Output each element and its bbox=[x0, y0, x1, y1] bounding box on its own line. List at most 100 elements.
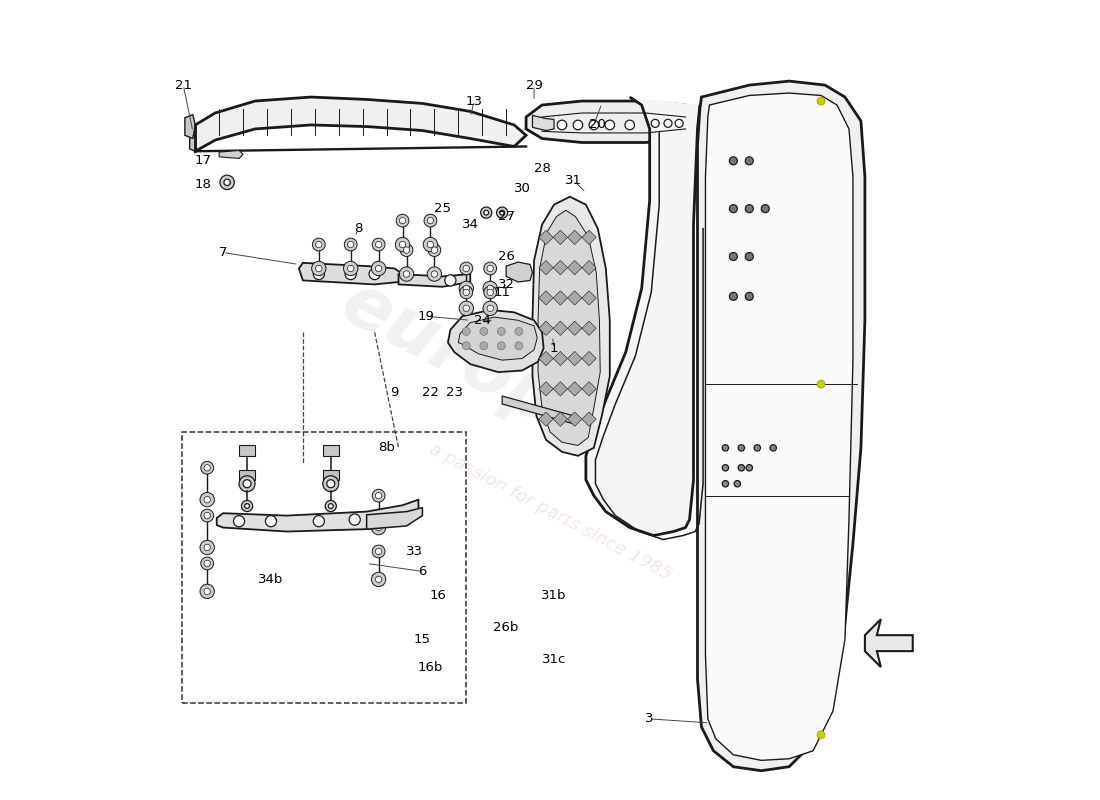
Polygon shape bbox=[582, 230, 596, 245]
Text: 26b: 26b bbox=[494, 621, 519, 634]
Circle shape bbox=[483, 282, 497, 295]
Circle shape bbox=[460, 286, 473, 298]
Polygon shape bbox=[553, 412, 568, 426]
Polygon shape bbox=[865, 619, 913, 667]
Polygon shape bbox=[539, 230, 553, 245]
Circle shape bbox=[200, 584, 214, 598]
Circle shape bbox=[605, 120, 615, 130]
Circle shape bbox=[729, 253, 737, 261]
Circle shape bbox=[462, 327, 471, 335]
Circle shape bbox=[463, 289, 470, 295]
Text: 32: 32 bbox=[497, 278, 515, 291]
Text: 8: 8 bbox=[354, 222, 363, 235]
Circle shape bbox=[424, 238, 438, 252]
Circle shape bbox=[497, 327, 505, 335]
Circle shape bbox=[738, 445, 745, 451]
Circle shape bbox=[372, 520, 386, 534]
Circle shape bbox=[349, 514, 361, 525]
Circle shape bbox=[233, 515, 244, 526]
Circle shape bbox=[484, 210, 488, 215]
Polygon shape bbox=[582, 290, 596, 305]
Circle shape bbox=[404, 247, 409, 254]
Polygon shape bbox=[538, 210, 601, 446]
Circle shape bbox=[348, 242, 354, 248]
Polygon shape bbox=[539, 290, 553, 305]
Polygon shape bbox=[568, 230, 582, 245]
Circle shape bbox=[738, 465, 745, 471]
Polygon shape bbox=[705, 93, 852, 760]
Circle shape bbox=[463, 266, 470, 272]
Text: 23: 23 bbox=[446, 386, 463, 398]
Circle shape bbox=[746, 292, 754, 300]
Circle shape bbox=[326, 501, 337, 512]
Polygon shape bbox=[568, 261, 582, 275]
Circle shape bbox=[344, 238, 358, 251]
Circle shape bbox=[375, 548, 382, 554]
Circle shape bbox=[463, 285, 470, 291]
Polygon shape bbox=[582, 382, 596, 396]
Circle shape bbox=[734, 481, 740, 487]
Polygon shape bbox=[459, 317, 537, 360]
Polygon shape bbox=[582, 321, 596, 335]
Polygon shape bbox=[586, 97, 700, 535]
Circle shape bbox=[396, 214, 409, 227]
Circle shape bbox=[459, 301, 473, 315]
Polygon shape bbox=[568, 412, 582, 426]
Circle shape bbox=[375, 576, 382, 582]
Circle shape bbox=[372, 238, 385, 251]
Circle shape bbox=[314, 269, 324, 280]
Circle shape bbox=[723, 465, 728, 471]
Circle shape bbox=[483, 301, 497, 315]
Circle shape bbox=[400, 244, 412, 257]
Circle shape bbox=[499, 210, 505, 215]
Text: 28: 28 bbox=[534, 162, 550, 175]
Circle shape bbox=[372, 262, 386, 276]
Circle shape bbox=[770, 445, 777, 451]
Text: 8b: 8b bbox=[378, 442, 395, 454]
Text: 7: 7 bbox=[219, 246, 228, 259]
Circle shape bbox=[239, 476, 255, 492]
Polygon shape bbox=[239, 446, 255, 456]
Polygon shape bbox=[532, 197, 609, 456]
Circle shape bbox=[651, 119, 659, 127]
Circle shape bbox=[487, 305, 494, 311]
Circle shape bbox=[201, 510, 213, 522]
Circle shape bbox=[372, 572, 386, 586]
Circle shape bbox=[399, 242, 406, 248]
Circle shape bbox=[329, 504, 333, 509]
Circle shape bbox=[395, 238, 409, 252]
Circle shape bbox=[314, 515, 324, 526]
Circle shape bbox=[496, 207, 508, 218]
Circle shape bbox=[515, 342, 522, 350]
Circle shape bbox=[220, 175, 234, 190]
Circle shape bbox=[200, 540, 214, 554]
Text: 1: 1 bbox=[550, 342, 558, 354]
Circle shape bbox=[368, 269, 381, 280]
Circle shape bbox=[399, 218, 406, 224]
Circle shape bbox=[265, 515, 276, 526]
Text: 26: 26 bbox=[497, 250, 515, 263]
Polygon shape bbox=[553, 261, 568, 275]
Circle shape bbox=[224, 179, 230, 186]
Text: 16b: 16b bbox=[418, 661, 443, 674]
Text: 17: 17 bbox=[195, 154, 211, 167]
Text: 31c: 31c bbox=[542, 653, 566, 666]
Polygon shape bbox=[398, 274, 471, 286]
Polygon shape bbox=[532, 115, 554, 130]
Circle shape bbox=[427, 218, 433, 224]
Polygon shape bbox=[185, 114, 195, 138]
Text: 15: 15 bbox=[414, 633, 431, 646]
Circle shape bbox=[746, 157, 754, 165]
Text: 3: 3 bbox=[646, 712, 653, 726]
Circle shape bbox=[375, 242, 382, 248]
Circle shape bbox=[327, 480, 334, 488]
Text: 16: 16 bbox=[430, 589, 447, 602]
Text: 27: 27 bbox=[497, 210, 515, 223]
Circle shape bbox=[459, 282, 473, 295]
Text: 24: 24 bbox=[474, 314, 491, 326]
Circle shape bbox=[204, 497, 210, 503]
Circle shape bbox=[462, 342, 471, 350]
Text: 21: 21 bbox=[175, 78, 191, 91]
Circle shape bbox=[487, 285, 494, 291]
Circle shape bbox=[427, 242, 433, 248]
